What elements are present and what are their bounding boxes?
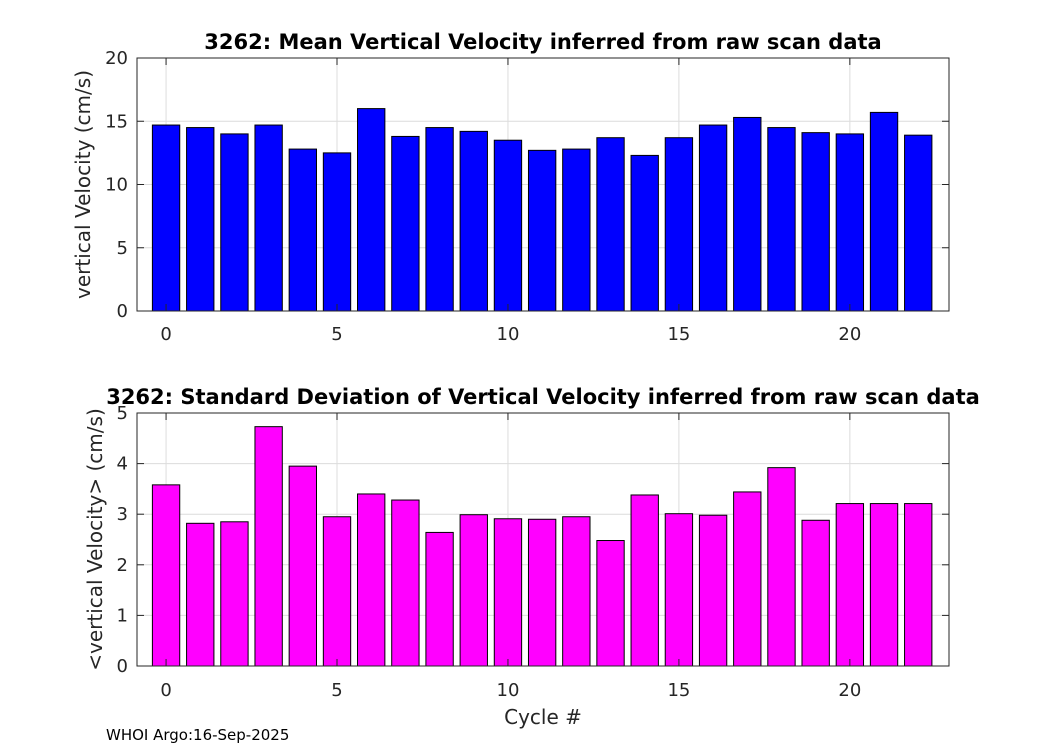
- x-tick-label: 15: [667, 680, 690, 701]
- bar: [562, 516, 591, 667]
- bar: [391, 135, 420, 312]
- bar: [767, 467, 796, 667]
- y-tick-label: 5: [117, 238, 128, 259]
- bar: [220, 133, 249, 312]
- mean-velocity-panel: 0 5 10 15 20 0 5 10 15 20 3262: Mean Vertical Velo…: [71, 30, 950, 345]
- bar: [493, 518, 523, 667]
- bar: [527, 149, 557, 312]
- x-tick-label: 20: [838, 324, 861, 345]
- bar: [904, 503, 933, 667]
- bar: [835, 133, 865, 312]
- y-tick-label: 1: [117, 605, 128, 626]
- bar: [733, 116, 762, 312]
- y-tick-label: 3: [117, 504, 128, 525]
- x-tick-label: 15: [667, 324, 690, 345]
- bar: [186, 127, 215, 312]
- y-tick-label: 4: [117, 454, 128, 475]
- bar: [904, 134, 933, 312]
- y-axis-label: <vertical Velocity> (cm/s): [83, 408, 107, 671]
- footer-label: WHOI Argo:16-Sep-2025: [106, 726, 290, 744]
- bar: [698, 514, 728, 667]
- y-tick-label: 5: [117, 403, 128, 424]
- y-tick-label: 0: [117, 301, 128, 322]
- bar: [288, 465, 317, 667]
- bar: [664, 137, 694, 312]
- bar: [288, 148, 317, 312]
- bar: [630, 494, 659, 667]
- y-axis-label: vertical Velocity (cm/s): [71, 70, 95, 299]
- bar: [151, 484, 181, 667]
- x-axis-label: Cycle #: [504, 705, 582, 729]
- bar: [459, 514, 488, 667]
- bar: [527, 518, 557, 667]
- bar: [357, 108, 386, 312]
- x-tick-label: 10: [497, 324, 520, 345]
- x-tick-label: 20: [838, 680, 861, 701]
- bar: [151, 124, 181, 312]
- bar: [664, 513, 694, 667]
- y-tick-label: 15: [105, 111, 128, 132]
- bar: [391, 499, 420, 667]
- bar: [357, 493, 386, 667]
- bar: [322, 152, 352, 312]
- x-tick-label: 5: [331, 680, 342, 701]
- bar: [835, 503, 865, 667]
- bar: [562, 148, 591, 312]
- bar: [254, 124, 283, 312]
- x-tick-label: 10: [497, 680, 520, 701]
- bar: [459, 130, 488, 312]
- bar: [596, 137, 625, 312]
- bar: [493, 139, 523, 312]
- bar: [254, 426, 283, 667]
- chart-title: 3262: Standard Deviation of Vertical Vel…: [106, 385, 980, 409]
- bar: [425, 127, 454, 312]
- axes-box: [136, 412, 950, 667]
- y-tick-label: 10: [105, 175, 128, 196]
- bar: [767, 127, 796, 312]
- bar: [869, 111, 899, 312]
- x-tick-label: 5: [331, 324, 342, 345]
- bar: [220, 521, 249, 667]
- bar: [630, 154, 659, 312]
- bar: [596, 540, 625, 667]
- y-tick-label: 20: [105, 48, 128, 69]
- x-tick-label: 0: [160, 324, 171, 345]
- bar: [186, 522, 215, 667]
- bar: [698, 124, 728, 312]
- chart-title: 3262: Mean Vertical Velocity inferred fr…: [204, 30, 881, 54]
- bar: [733, 491, 762, 667]
- x-tick-label: 0: [160, 680, 171, 701]
- bar: [869, 503, 899, 667]
- y-tick-label: 2: [117, 555, 128, 576]
- bar: [801, 132, 830, 312]
- y-tick-label: 0: [117, 656, 128, 677]
- bar: [801, 519, 830, 667]
- bar: [425, 531, 454, 667]
- bar: [322, 516, 352, 667]
